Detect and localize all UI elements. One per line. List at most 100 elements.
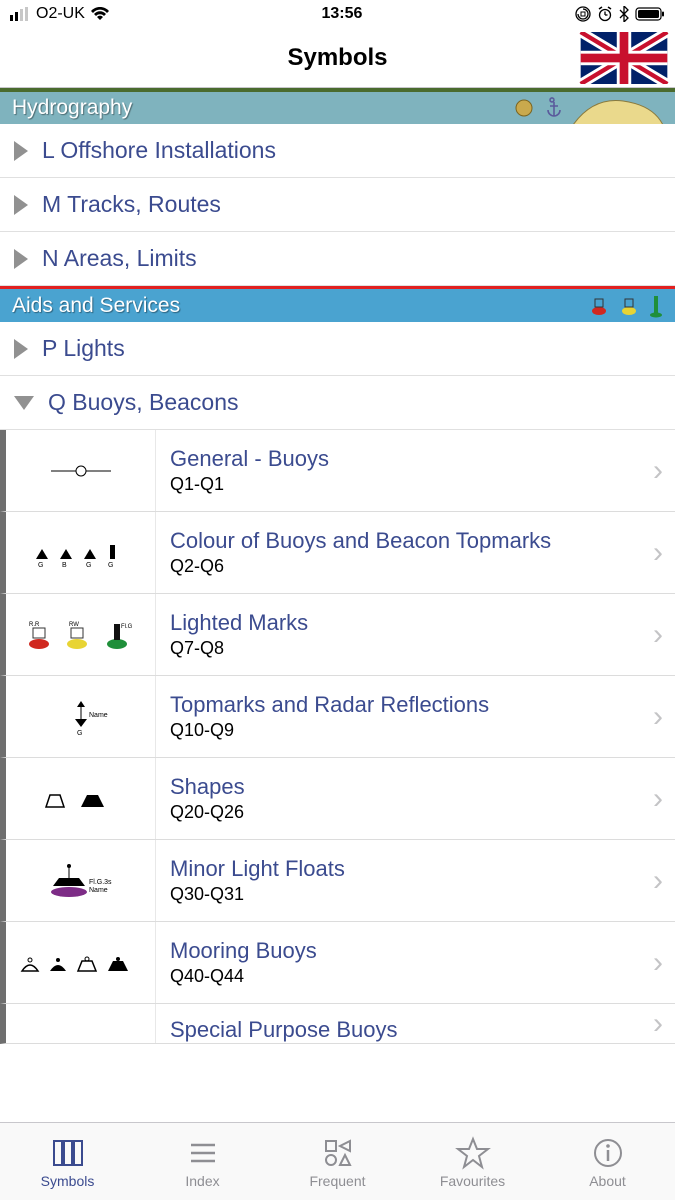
category-n-areas[interactable]: N Areas, Limits [0, 232, 675, 286]
svg-text:Name: Name [89, 712, 108, 719]
item-topmarks[interactable]: NameG Topmarks and Radar Reflections Q10… [0, 676, 675, 758]
anchor-icon [545, 97, 563, 119]
page-title: Symbols [287, 44, 387, 72]
item-title: Lighted Marks [170, 610, 639, 636]
bluetooth-icon [619, 6, 629, 22]
section-decor-icons [589, 294, 663, 318]
item-thumb: R.R RW Fl.G [6, 594, 156, 675]
item-range: Q2-Q6 [170, 556, 639, 577]
chevron-right-icon: › [653, 782, 663, 816]
item-title: General - Buoys [170, 446, 639, 472]
item-special-purpose[interactable]: Special Purpose Buoys › [0, 1004, 675, 1044]
chevron-right-icon [14, 195, 28, 215]
item-shapes[interactable]: Shapes Q20-Q26 › [0, 758, 675, 840]
chevron-right-icon: › [653, 536, 663, 570]
category-m-tracks[interactable]: M Tracks, Routes [0, 178, 675, 232]
category-q-buoys[interactable]: Q Buoys, Beacons [0, 376, 675, 430]
land-icon [573, 91, 663, 124]
shapes-icon [36, 785, 126, 813]
tab-frequent[interactable]: Frequent [270, 1123, 405, 1200]
light-yellow-icon [619, 295, 639, 317]
item-thumb [6, 430, 156, 511]
svg-text:G: G [38, 562, 43, 569]
status-bar: O2-UK 13:56 [0, 0, 675, 28]
orientation-lock-icon [575, 6, 591, 22]
wifi-icon [91, 7, 109, 21]
frequent-icon [320, 1135, 356, 1171]
svg-text:G: G [86, 562, 91, 569]
item-thumb [6, 758, 156, 839]
beacon-green-icon [649, 294, 663, 318]
tab-label: About [589, 1173, 626, 1189]
content-scroll[interactable]: Hydrography L Offshore Installations M T… [0, 88, 675, 1122]
item-range: Q7-Q8 [170, 638, 639, 659]
signal-icon [10, 7, 30, 21]
chevron-right-icon: › [653, 864, 663, 898]
tab-favourites[interactable]: Favourites [405, 1123, 540, 1200]
item-range: Q10-Q9 [170, 720, 639, 741]
chevron-right-icon [14, 339, 28, 359]
item-range: Q30-Q31 [170, 884, 639, 905]
category-l-offshore[interactable]: L Offshore Installations [0, 124, 675, 178]
item-range: Q20-Q26 [170, 802, 639, 823]
mooring-icon [16, 949, 146, 977]
item-thumb [6, 1004, 156, 1043]
chevron-right-icon [14, 141, 28, 161]
flag-uk-button[interactable] [579, 32, 669, 89]
light-red-icon [589, 295, 609, 317]
item-title: Minor Light Floats [170, 856, 639, 882]
section-title: Hydrography [12, 96, 132, 120]
svg-text:Name: Name [89, 887, 108, 894]
chevron-right-icon: › [653, 700, 663, 734]
nav-header: Symbols [0, 28, 675, 88]
svg-text:G: G [108, 562, 113, 569]
item-thumb: NameG [6, 676, 156, 757]
tab-label: Index [185, 1173, 219, 1189]
tab-label: Favourites [440, 1173, 505, 1189]
item-title: Special Purpose Buoys [170, 1017, 397, 1043]
chevron-right-icon: › [653, 946, 663, 980]
tab-about[interactable]: About [540, 1123, 675, 1200]
item-title: Colour of Buoys and Beacon Topmarks [170, 528, 639, 554]
chevron-right-icon: › [653, 1007, 663, 1041]
svg-text:RW: RW [69, 622, 79, 628]
status-right [575, 6, 665, 22]
section-aids[interactable]: Aids and Services [0, 286, 675, 322]
buoy-colours-icon: GBGG [26, 537, 136, 569]
status-left: O2-UK [10, 5, 109, 23]
chevron-right-icon: › [653, 618, 663, 652]
carrier-label: O2-UK [36, 5, 85, 23]
svg-text:Fl.G.3s: Fl.G.3s [89, 879, 112, 886]
chevron-down-icon [14, 396, 34, 410]
category-p-lights[interactable]: P Lights [0, 322, 675, 376]
item-minor-light-floats[interactable]: Fl.G.3sName Minor Light Floats Q30-Q31 › [0, 840, 675, 922]
tab-symbols[interactable]: Symbols [0, 1123, 135, 1200]
item-thumb [6, 922, 156, 1003]
item-mooring-buoys[interactable]: Mooring Buoys Q40-Q44 › [0, 922, 675, 1004]
lighted-marks-icon: R.R RW Fl.G [21, 618, 141, 652]
item-lighted-marks[interactable]: R.R RW Fl.G Lighted Marks Q7-Q8 › [0, 594, 675, 676]
star-icon [455, 1135, 491, 1171]
item-title: Topmarks and Radar Reflections [170, 692, 639, 718]
category-label: L Offshore Installations [42, 137, 276, 164]
chevron-right-icon [14, 249, 28, 269]
category-label: N Areas, Limits [42, 245, 197, 272]
item-range: Q1-Q1 [170, 474, 639, 495]
svg-text:B: B [62, 562, 67, 569]
svg-text:Fl.G: Fl.G [121, 624, 133, 630]
buoy-general-icon [46, 461, 116, 481]
rock-icon [513, 98, 535, 118]
item-general-buoys[interactable]: General - Buoys Q1-Q1 › [0, 430, 675, 512]
clock: 13:56 [321, 5, 362, 23]
section-hydrography[interactable]: Hydrography [0, 88, 675, 124]
item-range: Q40-Q44 [170, 966, 639, 987]
alarm-icon [597, 6, 613, 22]
topmarks-icon: NameG [41, 699, 121, 735]
light-float-icon: Fl.G.3sName [31, 862, 131, 900]
tab-index[interactable]: Index [135, 1123, 270, 1200]
item-title: Shapes [170, 774, 639, 800]
category-label: P Lights [42, 335, 125, 362]
item-colour-buoys[interactable]: G B G G Colour of Buoys and Beacon Topmarks… [0, 512, 675, 594]
section-title: Aids and Services [12, 294, 180, 318]
tab-label: Frequent [309, 1173, 365, 1189]
